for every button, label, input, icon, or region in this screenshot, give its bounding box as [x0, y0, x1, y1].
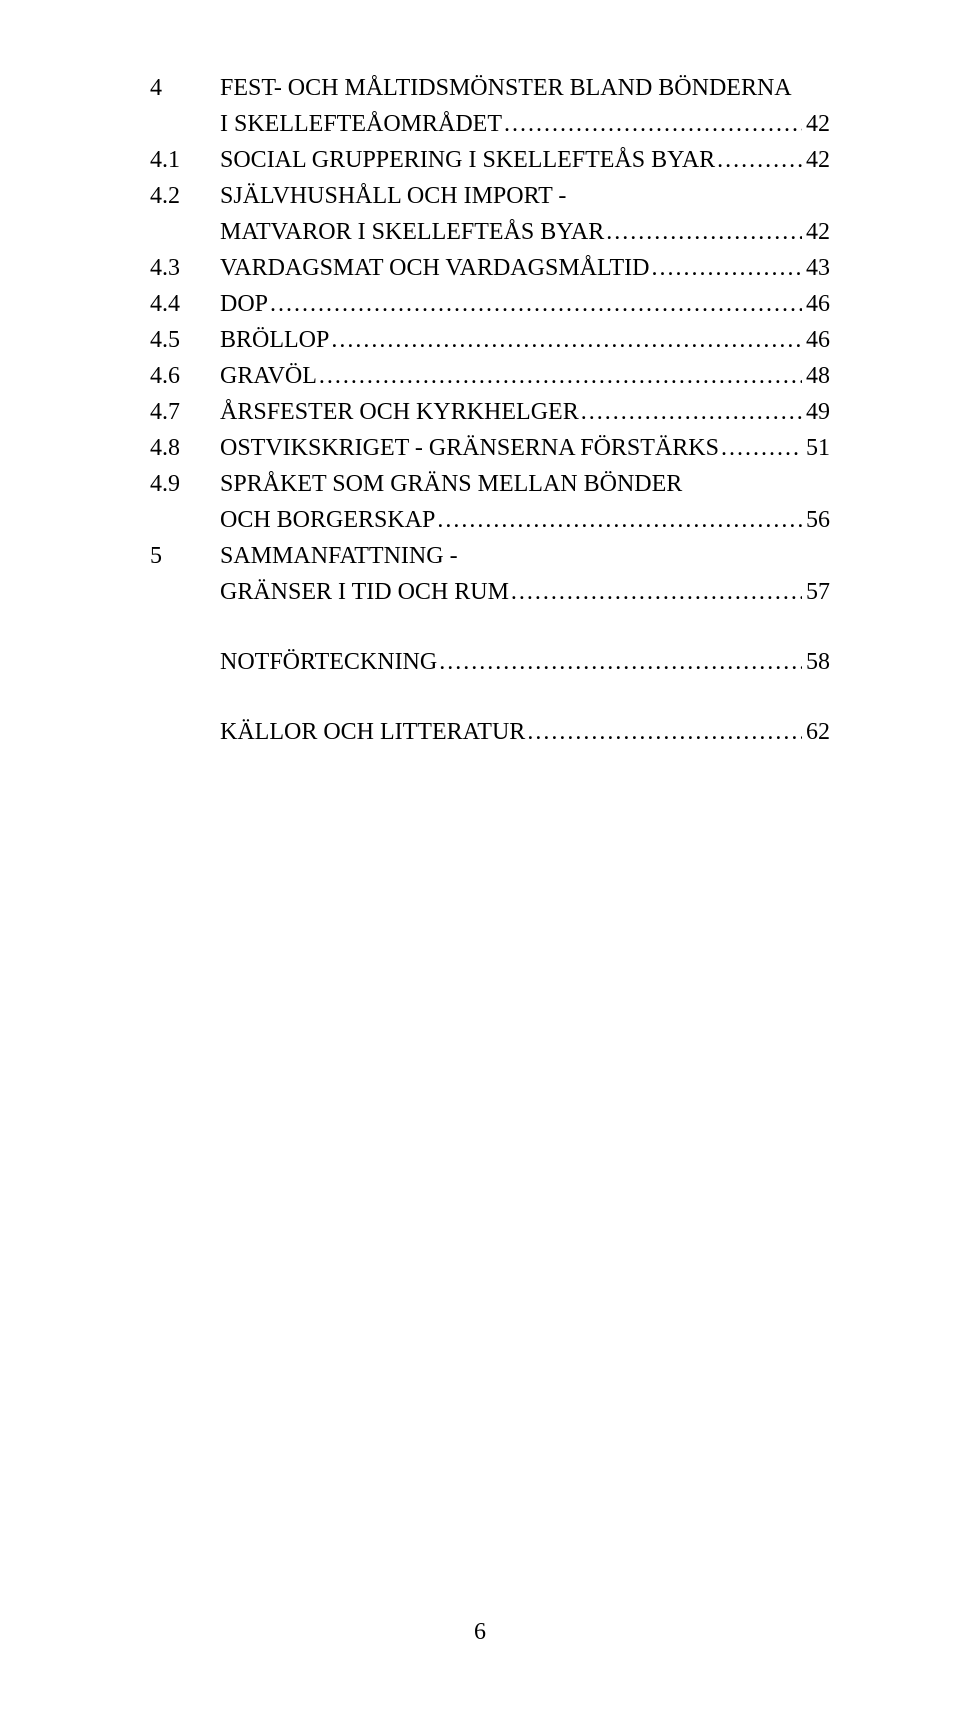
toc-number: 4.1: [150, 142, 220, 178]
toc-title-text: FEST- OCH MÅLTIDSMÖNSTER BLAND BÖNDERNA: [220, 70, 792, 106]
toc-page: 51: [802, 430, 830, 466]
toc-row: MATVAROR I SKELLEFTEÅS BYAR.............…: [150, 214, 830, 250]
toc-row: 5SAMMANFATTNING -: [150, 538, 830, 574]
toc-page: 42: [802, 106, 830, 142]
toc-title: DOP.....................................…: [220, 286, 802, 322]
toc-title: MATVAROR I SKELLEFTEÅS BYAR.............…: [220, 214, 802, 250]
toc-title-text: KÄLLOR OCH LITTERATUR: [220, 714, 525, 750]
toc-title: SAMMANFATTNING -: [220, 538, 826, 574]
toc-row: 4.5BRÖLLOP..............................…: [150, 322, 830, 358]
toc-row: 4.8OSTVIKSKRIGET - GRÄNSERNA FÖRSTÄRKS..…: [150, 430, 830, 466]
toc-number: 4.3: [150, 250, 220, 286]
toc-title-text: DOP: [220, 286, 268, 322]
toc-leader-dots: ........................................…: [579, 394, 802, 430]
toc-row: 4FEST- OCH MÅLTIDSMÖNSTER BLAND BÖNDERNA: [150, 70, 830, 106]
toc-title: VARDAGSMAT OCH VARDAGSMÅLTID............…: [220, 250, 802, 286]
toc-leader-dots: ........................................…: [437, 644, 802, 680]
toc-title-text: SOCIAL GRUPPERING I SKELLEFTEÅS BYAR: [220, 142, 715, 178]
toc-title: KÄLLOR OCH LITTERATUR...................…: [220, 714, 802, 750]
toc-title: FEST- OCH MÅLTIDSMÖNSTER BLAND BÖNDERNA: [220, 70, 826, 106]
toc-title-text: SAMMANFATTNING -: [220, 538, 458, 574]
toc-title-text: GRAVÖL: [220, 358, 317, 394]
toc-page: 46: [802, 286, 830, 322]
toc-number: 4.2: [150, 178, 220, 214]
toc-title: OCH BORGERSKAP..........................…: [220, 502, 802, 538]
toc-row: OCH BORGERSKAP..........................…: [150, 502, 830, 538]
toc-row: GRÄNSER I TID OCH RUM...................…: [150, 574, 830, 610]
toc-title-text: SJÄLVHUSHÅLL OCH IMPORT -: [220, 178, 566, 214]
toc-page: 49: [802, 394, 830, 430]
toc-title: SJÄLVHUSHÅLL OCH IMPORT -: [220, 178, 826, 214]
toc-number: 4.9: [150, 466, 220, 502]
toc-row: 4.6GRAVÖL...............................…: [150, 358, 830, 394]
toc-leader-dots: ........................................…: [649, 250, 802, 286]
toc-title-text: OCH BORGERSKAP: [220, 502, 435, 538]
toc-title-text: I SKELLEFTEÅOMRÅDET: [220, 106, 502, 142]
toc-row: 4.3VARDAGSMAT OCH VARDAGSMÅLTID.........…: [150, 250, 830, 286]
toc-row: 4.4DOP..................................…: [150, 286, 830, 322]
toc-number: 4.6: [150, 358, 220, 394]
toc-page: 46: [802, 322, 830, 358]
toc-title-text: BRÖLLOP: [220, 322, 329, 358]
toc-leader-dots: ........................................…: [525, 714, 802, 750]
toc-number: 4.4: [150, 286, 220, 322]
toc-title-text: MATVAROR I SKELLEFTEÅS BYAR: [220, 214, 604, 250]
toc-title-text: ÅRSFESTER OCH KYRKHELGER: [220, 394, 579, 430]
toc-leader-dots: ........................................…: [502, 106, 802, 142]
table-of-contents: 4FEST- OCH MÅLTIDSMÖNSTER BLAND BÖNDERNA…: [150, 70, 830, 750]
toc-page: 48: [802, 358, 830, 394]
toc-leader-dots: ........................................…: [719, 430, 802, 466]
toc-row: 4.2SJÄLVHUSHÅLL OCH IMPORT -: [150, 178, 830, 214]
toc-leader-dots: ........................................…: [715, 142, 802, 178]
toc-title: ÅRSFESTER OCH KYRKHELGER................…: [220, 394, 802, 430]
toc-title-text: VARDAGSMAT OCH VARDAGSMÅLTID: [220, 250, 649, 286]
toc-title: NOTFÖRTECKNING..........................…: [220, 644, 802, 680]
toc-title: SPRÅKET SOM GRÄNS MELLAN BÖNDER: [220, 466, 826, 502]
toc-page: 62: [802, 714, 830, 750]
toc-title: BRÖLLOP.................................…: [220, 322, 802, 358]
toc-page: 42: [802, 214, 830, 250]
toc-number: 4.7: [150, 394, 220, 430]
toc-title: SOCIAL GRUPPERING I SKELLEFTEÅS BYAR....…: [220, 142, 802, 178]
toc-page: 57: [802, 574, 830, 610]
toc-page: 42: [802, 142, 830, 178]
toc-title-text: OSTVIKSKRIGET - GRÄNSERNA FÖRSTÄRKS: [220, 430, 719, 466]
toc-page: 58: [802, 644, 830, 680]
toc-title: OSTVIKSKRIGET - GRÄNSERNA FÖRSTÄRKS.....…: [220, 430, 802, 466]
toc-gap: [150, 680, 830, 714]
toc-gap: [150, 610, 830, 644]
toc-row: 4.1SOCIAL GRUPPERING I SKELLEFTEÅS BYAR.…: [150, 142, 830, 178]
toc-leader-dots: ........................................…: [435, 502, 802, 538]
toc-leader-dots: ........................................…: [509, 574, 802, 610]
toc-leader-dots: ........................................…: [268, 286, 802, 322]
toc-number: 4: [150, 70, 220, 106]
page: 4FEST- OCH MÅLTIDSMÖNSTER BLAND BÖNDERNA…: [0, 0, 960, 1716]
toc-title-text: NOTFÖRTECKNING: [220, 644, 437, 680]
toc-row: I SKELLEFTEÅOMRÅDET.....................…: [150, 106, 830, 142]
toc-number: 4.8: [150, 430, 220, 466]
toc-number: 5: [150, 538, 220, 574]
toc-title: I SKELLEFTEÅOMRÅDET.....................…: [220, 106, 802, 142]
page-number: 6: [0, 1619, 960, 1646]
toc-title: GRÄNSER I TID OCH RUM...................…: [220, 574, 802, 610]
toc-leader-dots: ........................................…: [329, 322, 802, 358]
toc-page: 56: [802, 502, 830, 538]
toc-row: KÄLLOR OCH LITTERATUR...................…: [150, 714, 830, 750]
toc-title: GRAVÖL..................................…: [220, 358, 802, 394]
toc-number: 4.5: [150, 322, 220, 358]
toc-row: NOTFÖRTECKNING..........................…: [150, 644, 830, 680]
toc-page: 43: [802, 250, 830, 286]
toc-row: 4.9SPRÅKET SOM GRÄNS MELLAN BÖNDER: [150, 466, 830, 502]
toc-row: 4.7ÅRSFESTER OCH KYRKHELGER.............…: [150, 394, 830, 430]
toc-leader-dots: ........................................…: [604, 214, 802, 250]
toc-leader-dots: ........................................…: [317, 358, 802, 394]
toc-title-text: SPRÅKET SOM GRÄNS MELLAN BÖNDER: [220, 466, 682, 502]
toc-title-text: GRÄNSER I TID OCH RUM: [220, 574, 509, 610]
